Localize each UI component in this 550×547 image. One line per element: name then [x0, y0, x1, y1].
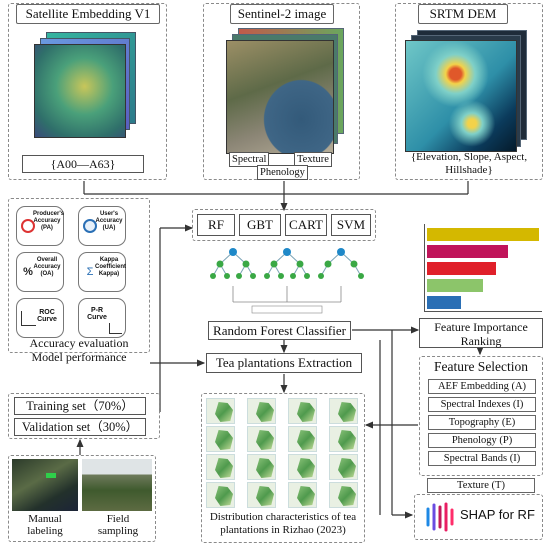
- srtm-panel: [395, 3, 543, 180]
- field-sampling-image: [82, 459, 152, 511]
- models-group: [192, 209, 376, 241]
- magnifier-icon: [83, 219, 97, 233]
- distribution-panel: [201, 393, 365, 543]
- metric-pa: Producer's Accuracy (PA): [16, 206, 64, 246]
- map-tile: [288, 454, 317, 480]
- target-icon: [21, 219, 35, 233]
- accuracy-caption-line1: Accuracy evaluation: [29, 336, 129, 350]
- satellite-embedding-panel: [8, 3, 167, 180]
- map-tile: [329, 482, 358, 508]
- feature-item-phenology: Phenology (P): [428, 433, 536, 448]
- metric-pr: P-R Curve: [78, 298, 126, 338]
- importance-bar: [427, 262, 497, 275]
- shap-logo-icon: [426, 502, 454, 532]
- accuracy-evaluation-panel: [8, 198, 150, 353]
- texture-tag: Texture: [294, 152, 332, 167]
- map-tile: [288, 398, 317, 424]
- map-tile: [288, 482, 317, 508]
- satellite-embedding-title: Satellite Embedding V1: [16, 4, 160, 24]
- feature-importance-bars: [424, 224, 542, 312]
- map-tile: [206, 454, 235, 480]
- feature-importance-box: Feature Importance Ranking: [419, 318, 543, 348]
- map-tile: [329, 398, 358, 424]
- accuracy-caption-line2: Model performance: [31, 350, 127, 364]
- phenology-tag: Phenology: [257, 165, 308, 180]
- pr-curve-icon: [109, 323, 122, 334]
- training-set-box: Training set（70%）: [14, 397, 146, 415]
- feature-importance-line1: Feature Importance: [434, 320, 528, 334]
- dem-factors-caption: {Elevation, Slope, Aspect, Hillshade}: [401, 151, 537, 177]
- metric-kappa-label: Kappa Coefficient Kappa): [95, 257, 127, 277]
- metric-pr-label: P-R Curve: [87, 307, 107, 321]
- map-tile: [329, 426, 358, 452]
- feature-selection-panel: Feature Selection AEF Embedding (A) Spec…: [419, 356, 543, 476]
- map-tile: [206, 398, 235, 424]
- feature-importance-line2: Ranking: [460, 334, 502, 348]
- feature-selection-title: Feature Selection: [433, 359, 529, 374]
- model-cart: CART: [285, 214, 327, 236]
- random-forest-classifier-box: Random Forest Classifier: [208, 321, 351, 340]
- field-sampling-caption: Field sampling: [97, 513, 139, 537]
- map-tile: [288, 426, 317, 452]
- distribution-caption: Distribution characteristics of tea plan…: [201, 511, 365, 537]
- sentinel-image: [224, 28, 344, 154]
- sampling-photos-panel: [8, 455, 156, 542]
- map-tile: [206, 426, 235, 452]
- map-tile: [329, 454, 358, 480]
- importance-bar: [427, 296, 461, 309]
- manual-labeling-caption: Manual labeling: [27, 513, 63, 537]
- tea-extraction-box: Tea plantations Extraction: [206, 353, 362, 373]
- dem-factors-line2: Hillshade}: [445, 164, 493, 176]
- accuracy-caption: Accuracy evaluation Model performance: [8, 336, 150, 364]
- model-svm: SVM: [331, 214, 371, 236]
- metric-roc: ROC Curve: [16, 298, 64, 338]
- feature-item-aef: AEF Embedding (A): [428, 379, 536, 394]
- distribution-caption-line2: plantations in Rizhao (2023): [220, 524, 346, 536]
- embedding-stack-image: [32, 32, 136, 138]
- decision-trees-graphic: [210, 248, 364, 314]
- sentinel-title: Sentinel-2 image: [230, 4, 334, 24]
- metric-oa: % Overall Accuracy (OA): [16, 252, 64, 292]
- dem-stack-image: [403, 30, 527, 152]
- metric-ua: User's Accuracy (UA): [78, 206, 126, 246]
- metric-ua-label: User's Accuracy (UA): [95, 211, 123, 231]
- importance-bar: [427, 279, 483, 292]
- validation-set-box: Validation set（30%）: [14, 418, 146, 436]
- feature-item-indexes: Spectral Indexes (I): [428, 397, 536, 412]
- metric-roc-label: ROC Curve: [37, 309, 57, 323]
- metric-pa-label: Producer's Accuracy (PA): [33, 211, 65, 231]
- feature-item-bands: Spectral Bands (I): [428, 451, 536, 466]
- shap-panel: [414, 494, 543, 540]
- metric-kappa: Σ Kappa Coefficient Kappa): [78, 252, 126, 292]
- manual-labeling-image: [12, 459, 78, 511]
- shap-label: SHAP for RF: [460, 507, 535, 522]
- metric-oa-label: Overall Accuracy (OA): [33, 257, 61, 277]
- label-patch: [46, 473, 56, 478]
- model-gbt: GBT: [239, 214, 281, 236]
- model-rf: RF: [197, 214, 235, 236]
- srtm-title: SRTM DEM: [418, 4, 508, 24]
- sigma-icon: Σ: [86, 266, 94, 278]
- feature-item-topography: Topography (E): [428, 415, 536, 430]
- roc-curve-icon: [21, 311, 36, 326]
- importance-bar: [427, 245, 508, 258]
- map-tile: [206, 482, 235, 508]
- importance-bar: [427, 228, 539, 241]
- distribution-maps-grid: [206, 398, 360, 510]
- embedding-range-label: {A00—A63}: [22, 155, 144, 173]
- feature-item-texture: Texture (T): [427, 478, 535, 493]
- spectral-tag: Spectral: [229, 152, 270, 167]
- percent-icon: %: [23, 266, 33, 278]
- map-tile: [247, 482, 276, 508]
- distribution-caption-line1: Distribution characteristics of tea: [209, 511, 357, 523]
- map-tile: [247, 426, 276, 452]
- map-tile: [247, 398, 276, 424]
- dem-factors-line1: {Elevation, Slope, Aspect,: [410, 151, 528, 163]
- sample-split-panel: [8, 393, 160, 439]
- map-tile: [247, 454, 276, 480]
